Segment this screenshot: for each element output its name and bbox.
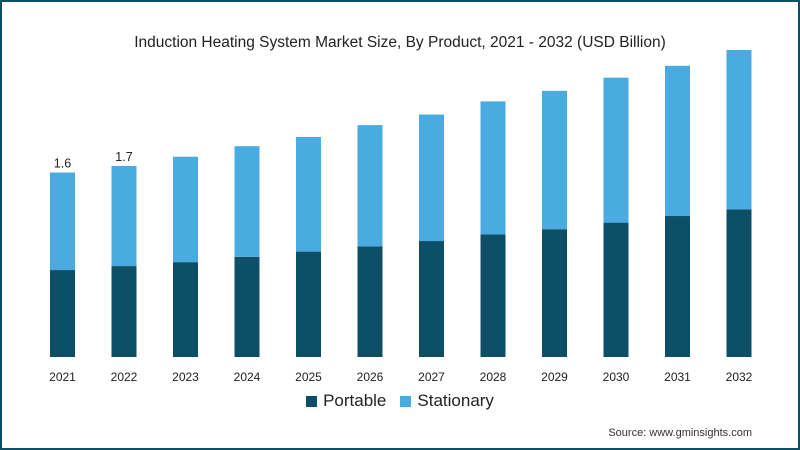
bar-portable-2032: [726, 209, 752, 357]
bar-stationary-2022: [111, 165, 137, 267]
bar-portable-2030: [603, 222, 629, 357]
legend-item-portable: Portable: [306, 391, 386, 411]
bar-stationary-2021: [50, 172, 75, 271]
x-tick-label: 2026: [357, 370, 384, 384]
bar-portable-2027: [419, 241, 444, 357]
legend-label-portable: Portable: [323, 391, 387, 410]
legend-item-stationary: Stationary: [400, 391, 494, 411]
x-tick-label: 2030: [603, 370, 630, 384]
bar-stationary-2025: [296, 136, 321, 252]
bar-portable-2021: [50, 270, 75, 357]
bar-stationary-2027: [419, 114, 444, 242]
legend-label-stationary: Stationary: [417, 391, 494, 410]
bar-stationary-2026: [357, 125, 383, 247]
bar-portable-2024: [234, 256, 260, 357]
x-tick-label: 2027: [418, 370, 445, 384]
bar-stationary-2028: [480, 101, 506, 235]
x-tick-label: 2028: [480, 370, 507, 384]
bar-stationary-2023: [173, 156, 198, 263]
x-tick-label: 2029: [541, 370, 568, 384]
chart-title: Induction Heating System Market Size, By…: [134, 34, 666, 51]
bar-portable-2028: [480, 234, 506, 357]
x-tick-label: 2021: [49, 370, 76, 384]
x-tick-label: 2032: [726, 370, 753, 384]
legend-swatch-portable: [306, 395, 318, 407]
x-tick-label: 2022: [111, 370, 138, 384]
bar-stationary-2032: [726, 50, 752, 210]
x-tick-label: 2024: [234, 370, 261, 384]
x-tick-label: 2031: [664, 370, 691, 384]
bar-portable-2025: [296, 251, 321, 357]
bar-portable-2022: [111, 266, 137, 357]
bar-portable-2029: [542, 229, 567, 357]
bar-portable-2023: [173, 262, 198, 357]
data-label: 1.7: [115, 150, 132, 164]
chart-legend: Portable Stationary: [0, 391, 800, 411]
bar-stationary-2031: [665, 65, 690, 217]
bar-stationary-2029: [542, 90, 567, 230]
bar-portable-2026: [357, 246, 383, 357]
bar-stationary-2030: [603, 77, 629, 223]
data-label: 1.6: [54, 157, 71, 171]
source-note: Source: www.gminsights.com: [608, 427, 752, 439]
x-tick-label: 2023: [172, 370, 199, 384]
x-tick-label: 2025: [295, 370, 322, 384]
bar-stationary-2024: [234, 146, 260, 257]
legend-swatch-stationary: [400, 395, 412, 407]
bar-portable-2031: [665, 216, 690, 357]
